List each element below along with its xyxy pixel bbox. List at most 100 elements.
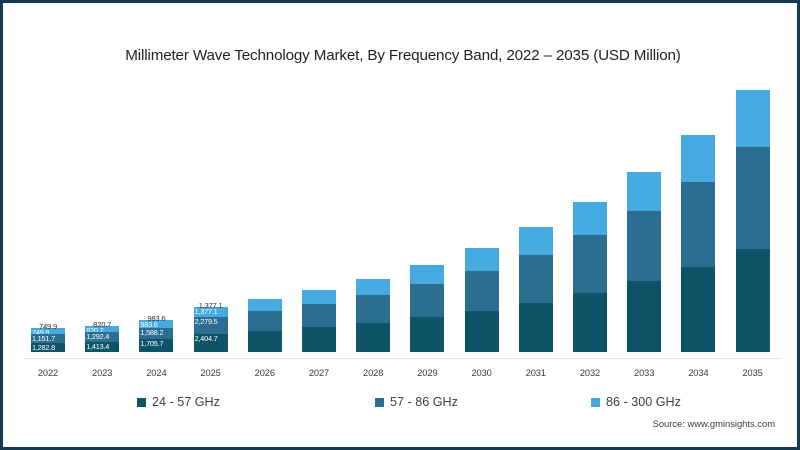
bar-segment bbox=[681, 135, 716, 183]
bar-segment-label: 1,705.7 bbox=[140, 339, 164, 349]
legend-swatch-icon bbox=[591, 397, 600, 407]
bar-segment bbox=[573, 292, 607, 352]
bar-segment-label: 2,404.7 bbox=[194, 334, 218, 344]
bar-segment-label: 1,151.7 bbox=[32, 334, 55, 343]
bar-segment bbox=[302, 303, 336, 328]
chart-title: Millimeter Wave Technology Market, By Fr… bbox=[125, 47, 681, 64]
bar-segment bbox=[518, 254, 553, 303]
bar-segment: 820.7 bbox=[85, 325, 120, 335]
bar-segment bbox=[627, 281, 662, 352]
bar-segment bbox=[681, 266, 716, 352]
bar-segment-label: 749.9 bbox=[32, 328, 50, 338]
bar-segment bbox=[410, 264, 445, 285]
bar-segment bbox=[518, 227, 553, 255]
bar-segment bbox=[464, 310, 499, 352]
bar-segment bbox=[735, 147, 770, 249]
chart-legend: 24 - 57 GHz 57 - 86 GHz 86 - 300 GHz bbox=[3, 393, 800, 413]
legend-item[interactable]: 86 - 300 GHz bbox=[591, 395, 681, 409]
bar-segment bbox=[735, 90, 770, 148]
bar-column bbox=[356, 278, 391, 352]
bar-segment: 2,404.7 bbox=[193, 334, 228, 352]
bar-segment bbox=[464, 270, 499, 311]
legend-swatch-icon bbox=[137, 397, 146, 407]
bar-segment bbox=[247, 299, 282, 312]
bar-total-label: 1,377.1 bbox=[198, 301, 223, 311]
bar-segment-label: 2,279.5 bbox=[194, 317, 218, 327]
bar-segment bbox=[247, 311, 282, 332]
bar-column bbox=[681, 135, 716, 352]
x-axis-tick: 2031 bbox=[525, 368, 546, 378]
bar-total-label: 820.7 bbox=[93, 319, 112, 329]
x-axis-tick: 2034 bbox=[688, 368, 709, 378]
axis-baseline bbox=[25, 358, 781, 359]
bar-segment: 1,292.4 bbox=[85, 332, 120, 342]
bar-segment: 1,377.1 bbox=[193, 307, 228, 318]
x-axis-tick: 2033 bbox=[634, 368, 655, 378]
bar-segment bbox=[464, 247, 499, 271]
bar-segment bbox=[410, 284, 445, 318]
bar-segment-label: 1,588.2 bbox=[140, 327, 164, 337]
x-axis-tick: 2024 bbox=[146, 368, 167, 378]
bar-segment-label: 820.7 bbox=[86, 325, 104, 335]
bar-column: 820.7 1,292.4 1,413.4 bbox=[85, 325, 120, 352]
bar-column bbox=[627, 171, 662, 352]
x-axis-tick: 2032 bbox=[579, 368, 601, 378]
bar-segment bbox=[302, 289, 336, 304]
x-axis-tick: 2030 bbox=[471, 368, 492, 378]
bar-segment bbox=[356, 295, 391, 323]
bar-column bbox=[302, 289, 336, 352]
x-axis-tick: 2035 bbox=[742, 368, 763, 378]
bar-segment bbox=[302, 327, 336, 352]
bar-column bbox=[464, 247, 499, 352]
source-attribution: Source: www.gminsights.com bbox=[652, 418, 775, 429]
bar-column bbox=[410, 264, 445, 352]
bar-segment bbox=[356, 322, 391, 352]
bar-total-label: 749.9 bbox=[38, 322, 57, 332]
bar-segment: 1,151.7 bbox=[31, 334, 65, 343]
x-axis-tick: 2029 bbox=[417, 368, 438, 378]
bar-segment bbox=[681, 182, 716, 267]
bar-column bbox=[518, 227, 553, 352]
bar-column bbox=[735, 90, 770, 352]
legend-item-label: 57 - 86 GHz bbox=[390, 395, 458, 409]
bar-segment-label: 1,282.8 bbox=[32, 342, 55, 352]
bar-segment bbox=[627, 171, 662, 212]
bar-segment bbox=[735, 248, 770, 352]
bar-column bbox=[573, 202, 607, 352]
bar-column: 749.9 1,151.7 1,282.8 bbox=[31, 328, 65, 352]
x-axis-tick: 2022 bbox=[37, 368, 59, 378]
bar-segment: 749.9 bbox=[31, 328, 65, 338]
x-axis-tick: 2028 bbox=[363, 368, 384, 378]
bar-segment bbox=[518, 302, 553, 352]
legend-swatch-icon bbox=[375, 397, 384, 407]
x-axis-tick: 2025 bbox=[200, 368, 221, 378]
x-axis-tick: 2027 bbox=[308, 368, 330, 378]
bar-total-label: 983.6 bbox=[147, 314, 166, 324]
x-axis-tick: 2023 bbox=[92, 368, 113, 378]
bar-segment: 1,282.8 bbox=[31, 342, 65, 352]
bar-segment bbox=[627, 211, 662, 282]
bar-segment-label: 983.6 bbox=[140, 320, 158, 330]
bar-segment: 2,279.5 bbox=[193, 317, 228, 335]
bar-segment: 1,413.4 bbox=[85, 341, 120, 352]
bar-segment: 1,705.7 bbox=[139, 339, 174, 352]
bar-segment-label: 1,292.4 bbox=[86, 332, 110, 341]
bar-column: 983.6 1,588.2 1,705.7 bbox=[139, 320, 174, 352]
legend-item-label: 86 - 300 GHz bbox=[606, 395, 681, 409]
bar-segment bbox=[573, 235, 607, 293]
bar-segment bbox=[356, 278, 391, 296]
bar-segment-label: 1,413.4 bbox=[86, 341, 110, 351]
bar-column bbox=[247, 299, 282, 352]
bar-column: 1,377.1 2,279.5 2,404.7 bbox=[193, 307, 228, 352]
bar-segment-label: 1,377.1 bbox=[194, 307, 218, 317]
bar-segment: 983.6 bbox=[139, 320, 174, 330]
legend-item-label: 24 - 57 GHz bbox=[152, 395, 220, 409]
legend-item[interactable]: 24 - 57 GHz bbox=[137, 395, 220, 409]
bar-segment bbox=[247, 331, 282, 352]
legend-item[interactable]: 57 - 86 GHz bbox=[375, 395, 458, 409]
bar-segment bbox=[410, 317, 445, 352]
bar-segment bbox=[573, 202, 607, 236]
x-axis-tick: 2026 bbox=[254, 368, 275, 378]
bar-segment: 1,588.2 bbox=[139, 327, 174, 340]
